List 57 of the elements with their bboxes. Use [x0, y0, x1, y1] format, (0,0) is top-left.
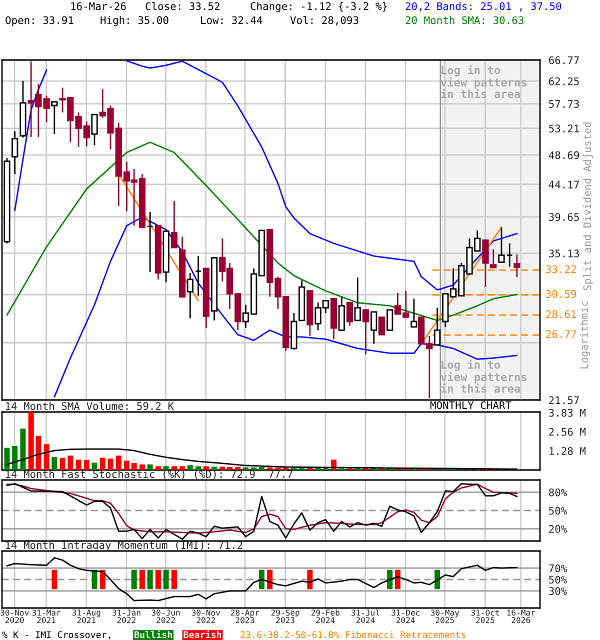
- text: Open: 33.91: [6, 16, 74, 26]
- text: % K - IMI Crossover,: [2, 631, 110, 640]
- chart-title: 14 Month SMA Volume: 59.2 K: [6, 402, 174, 410]
- ref-line-label: 26.77: [546, 330, 576, 338]
- y-tick-label: 44.17: [548, 180, 579, 188]
- ref-line-label: 28.61: [546, 310, 576, 318]
- text: Bearish: [184, 630, 222, 638]
- x-tick-label: 29-Feb 2024: [311, 609, 340, 624]
- text: 20 Month SMA: 30.63: [406, 16, 524, 24]
- x-tick-label: 31-Dec 2024: [392, 610, 420, 624]
- x-tick-label: 31-Jul 2024: [351, 609, 380, 624]
- ref-line-label: 30.59: [546, 290, 576, 298]
- y-tick-label: 66.77: [549, 56, 579, 64]
- text: MONTHLY CHART: [430, 401, 512, 410]
- y-tick-label: 50%: [549, 506, 567, 515]
- y-tick-label: 35.13: [549, 249, 579, 258]
- y-tick-label: 48.69: [548, 151, 579, 160]
- text: 20,2 Bands: 25.01 , 37.50: [406, 2, 562, 12]
- y-tick-label: 70%: [549, 564, 567, 572]
- y-tick-label: 3.83 M: [549, 408, 586, 417]
- y-tick-label: 20%: [549, 525, 567, 533]
- y-tick-label: 2.56 M: [549, 428, 586, 436]
- y-tick-label: 57.73: [549, 100, 579, 108]
- y-tick-label: 30%: [549, 587, 567, 596]
- band-label: Log in to view patterns in this area: [440, 65, 526, 98]
- x-tick-label: 30-Jun 2022: [152, 610, 180, 624]
- chart-title: 14 Month Fast Stochastic (%K) (%D): 72.9 77.7: [6, 470, 292, 480]
- x-tick-label: 31-Aug 2021: [72, 610, 100, 624]
- text: Vol: 28,093: [290, 16, 358, 26]
- x-tick-label: 30-Nov 2020: [0, 610, 29, 624]
- x-tick-label: 16-Mar 2026: [507, 610, 536, 624]
- text: Change: -1.12 {-3.2 %}: [250, 2, 387, 12]
- x-tick-label: 29-Sep 2023: [271, 610, 300, 624]
- x-tick-label: 31-Mar 2021: [32, 610, 61, 624]
- y-tick-label: 21.57: [549, 396, 579, 404]
- text: Logarithmic: [580, 301, 590, 368]
- y-tick-label: 1.28 M: [550, 447, 586, 455]
- y-tick-label: 50%: [549, 576, 567, 584]
- text: High: 35.00: [100, 16, 168, 26]
- text: 23.6-38.2-50-61.8% Fibonacci Retracements: [240, 631, 466, 638]
- chart-title: 14 Month Intraday Momentum (IMI): 71.2: [6, 540, 242, 551]
- x-tick-label: 31-Oct 2025: [471, 610, 499, 624]
- y-tick-label: 53.21: [549, 124, 579, 132]
- text: Bullish: [134, 630, 172, 638]
- x-tick-label: 30-Nov 2022: [192, 610, 220, 624]
- y-tick-label: 62.25: [549, 77, 579, 86]
- text: Close: 33.52: [146, 2, 220, 10]
- x-tick-label: 30-May 2025: [430, 610, 460, 624]
- text: 16-Mar-26: [71, 2, 126, 10]
- y-tick-label: 39.65: [549, 213, 579, 221]
- text: Low: 32.44: [201, 16, 262, 24]
- y-tick-label: 80%: [549, 488, 567, 496]
- text: Log in to view patterns in this area: [440, 360, 526, 393]
- y-axis-title: Split and Dividend Adjusted: [583, 122, 594, 290]
- ref-line-label: 33.22: [546, 265, 576, 274]
- x-tick-label: 31-Jan 2022: [112, 610, 140, 624]
- x-tick-label: 28-Apr 2023: [230, 610, 260, 624]
